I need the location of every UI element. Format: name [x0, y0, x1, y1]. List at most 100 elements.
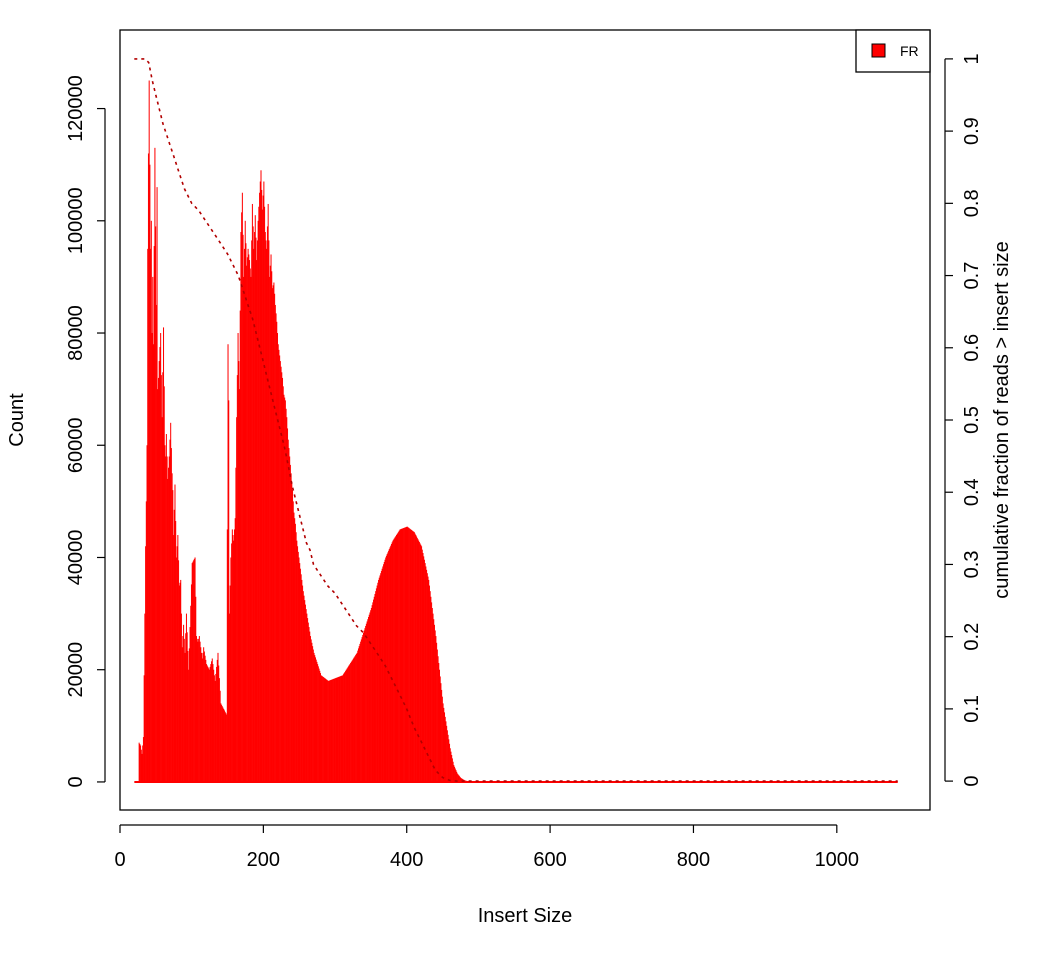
histogram-bar — [410, 529, 412, 782]
right-tick-label: 0.3 — [961, 551, 983, 579]
histogram-bar — [322, 677, 324, 782]
histogram-bar — [273, 282, 275, 782]
histogram-bar — [156, 187, 158, 782]
histogram-bar — [444, 712, 446, 782]
histogram-bar — [307, 618, 309, 782]
histogram-bar — [289, 456, 291, 782]
histogram-bar — [345, 670, 347, 782]
histogram-bar — [435, 636, 437, 782]
histogram-bar — [441, 696, 443, 782]
histogram-bar — [323, 677, 325, 782]
histogram-bar — [216, 666, 218, 782]
histogram-bar — [289, 464, 291, 782]
histogram-bar — [357, 650, 359, 782]
histogram-bar — [314, 655, 316, 782]
histogram-bar — [406, 526, 408, 782]
histogram-bar — [431, 602, 433, 782]
histogram-bar — [206, 665, 208, 782]
histogram-bar — [436, 649, 438, 782]
histogram-bar — [149, 164, 151, 782]
histogram-bar — [239, 310, 241, 782]
histogram-bar — [217, 652, 219, 782]
histogram-bar — [373, 596, 375, 782]
histogram-bar — [395, 535, 397, 782]
histogram-bar — [183, 638, 185, 782]
histogram-bar — [427, 576, 429, 782]
histogram-bar — [208, 668, 210, 782]
histogram-bar — [264, 232, 266, 782]
histogram-bar — [337, 677, 339, 782]
histogram-bar — [233, 540, 235, 782]
histogram-bar — [296, 540, 298, 782]
histogram-bar — [340, 676, 342, 782]
histogram-bar — [240, 232, 242, 782]
histogram-bar — [434, 630, 436, 782]
histogram-bar — [377, 582, 379, 782]
histogram-bar — [422, 552, 424, 782]
histogram-bar — [282, 386, 284, 782]
histogram-bar — [409, 528, 411, 782]
histogram-bar — [278, 349, 280, 782]
legend-label-fr: FR — [900, 43, 919, 59]
histogram-bar — [252, 226, 254, 782]
histogram-bar — [194, 557, 196, 782]
histogram-bar — [169, 439, 171, 782]
histogram-bar — [142, 745, 144, 782]
histogram-bar — [361, 637, 363, 782]
histogram-bar — [242, 234, 244, 782]
histogram-bar — [225, 713, 227, 782]
histogram-bar — [163, 386, 165, 782]
histogram-bar — [287, 428, 289, 782]
histogram-bar — [151, 333, 153, 782]
histogram-bar — [398, 531, 400, 782]
histogram-bar — [413, 532, 415, 782]
histogram-bar — [365, 625, 367, 782]
histogram-bar — [326, 679, 328, 782]
histogram-bar — [350, 661, 352, 782]
histogram-bar — [419, 543, 421, 782]
histogram-bar — [363, 630, 365, 782]
histogram-bar — [300, 574, 302, 782]
x-tick-label: 200 — [247, 849, 280, 871]
histogram-bar — [426, 569, 428, 782]
histogram-bar — [144, 613, 146, 782]
histogram-bar — [180, 613, 182, 782]
histogram-bar — [380, 573, 382, 782]
histogram-bar — [249, 268, 251, 782]
histogram-bar — [441, 689, 443, 782]
histogram-bar — [271, 288, 273, 782]
histogram-bar — [266, 226, 268, 782]
histogram-bar — [324, 678, 326, 782]
histogram-bar — [160, 333, 162, 782]
histogram-bar — [221, 704, 223, 782]
histogram-bar — [224, 711, 226, 782]
histogram-bar — [372, 602, 374, 782]
histogram-bar — [375, 591, 377, 782]
histogram-bar — [215, 673, 217, 782]
histogram-bar — [303, 595, 305, 782]
histogram-bar — [157, 377, 160, 782]
histogram-bar — [182, 636, 184, 782]
histogram-bar — [332, 678, 334, 782]
histogram-bar — [139, 744, 141, 782]
histogram-bar — [146, 445, 148, 782]
histogram-bar — [309, 636, 311, 782]
histogram-bar — [453, 765, 455, 782]
histogram-bar — [154, 147, 156, 782]
histogram-bar — [339, 676, 341, 782]
histogram-bar — [443, 707, 445, 782]
histogram-bar — [173, 535, 175, 782]
histogram-bar — [269, 276, 271, 782]
right-tick-label: 1 — [961, 53, 983, 64]
histogram-bar — [333, 678, 335, 782]
histogram-bar — [424, 563, 426, 782]
histogram-bar — [425, 566, 427, 782]
histogram-bar — [209, 666, 211, 782]
histogram-bar — [199, 641, 201, 782]
histogram-bar — [153, 246, 155, 782]
histogram-bar — [312, 649, 314, 782]
histogram-bar — [178, 560, 180, 782]
histogram-bar — [245, 243, 247, 782]
histogram-bar — [155, 304, 157, 782]
histogram-bar — [198, 638, 200, 782]
